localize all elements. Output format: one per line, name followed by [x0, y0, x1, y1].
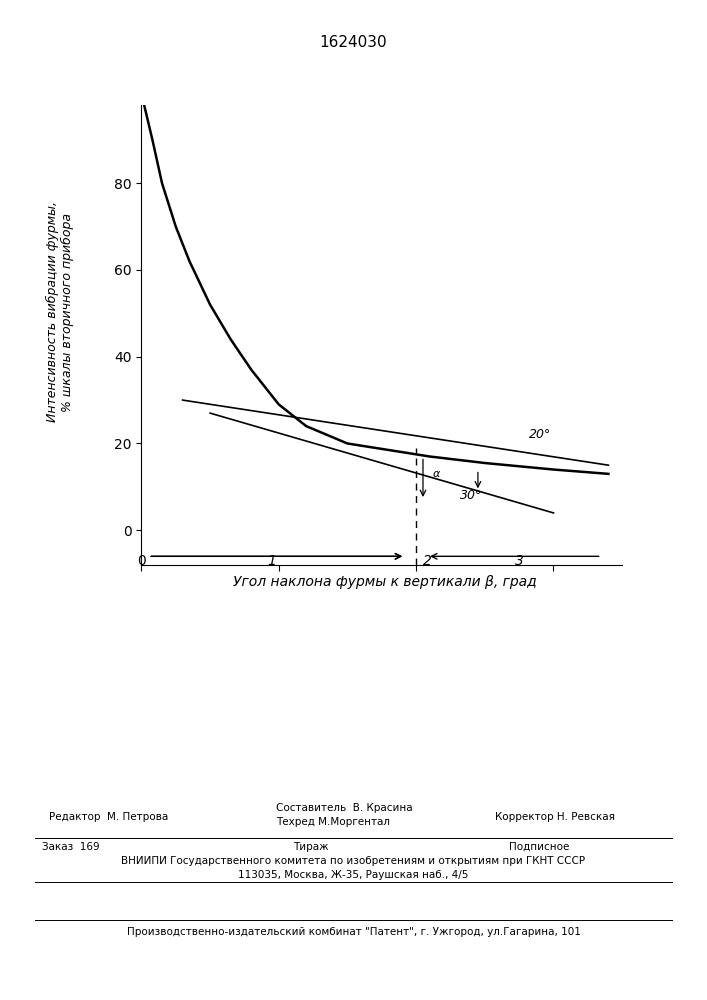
- Text: Заказ  169: Заказ 169: [42, 842, 100, 852]
- Text: Корректор Н. Ревская: Корректор Н. Ревская: [495, 812, 615, 822]
- Text: 30°: 30°: [460, 489, 482, 502]
- Text: α: α: [433, 469, 440, 479]
- Text: Производственно-издательский комбинат "Патент", г. Ужгород, ул.Гагарина, 101: Производственно-издательский комбинат "П…: [127, 927, 580, 937]
- Text: 1: 1: [267, 554, 276, 568]
- Text: 113035, Москва, Ж-35, Раушская наб., 4/5: 113035, Москва, Ж-35, Раушская наб., 4/5: [238, 870, 469, 880]
- Text: 3: 3: [515, 554, 524, 568]
- Text: 1624030: 1624030: [320, 35, 387, 50]
- Text: Угол наклона фурмы к вертикали β, град: Угол наклона фурмы к вертикали β, град: [233, 575, 537, 589]
- Text: ВНИИПИ Государственного комитета по изобретениям и открытиям при ГКНТ СССР: ВНИИПИ Государственного комитета по изоб…: [122, 856, 585, 866]
- Text: 0: 0: [137, 554, 146, 568]
- Text: Подписное: Подписное: [509, 842, 569, 852]
- Text: Редактор  М. Петрова: Редактор М. Петрова: [49, 812, 169, 822]
- Text: 20°: 20°: [529, 428, 551, 441]
- Text: Интенсивность вибрации фурмы,
% шкалы вторичного прибора: Интенсивность вибрации фурмы, % шкалы вт…: [45, 202, 74, 422]
- Text: 2: 2: [423, 554, 431, 568]
- Text: Техред М.Моргентал: Техред М.Моргентал: [276, 817, 390, 827]
- Text: Составитель  В. Красина: Составитель В. Красина: [276, 803, 412, 813]
- Text: Тираж: Тираж: [293, 842, 329, 852]
